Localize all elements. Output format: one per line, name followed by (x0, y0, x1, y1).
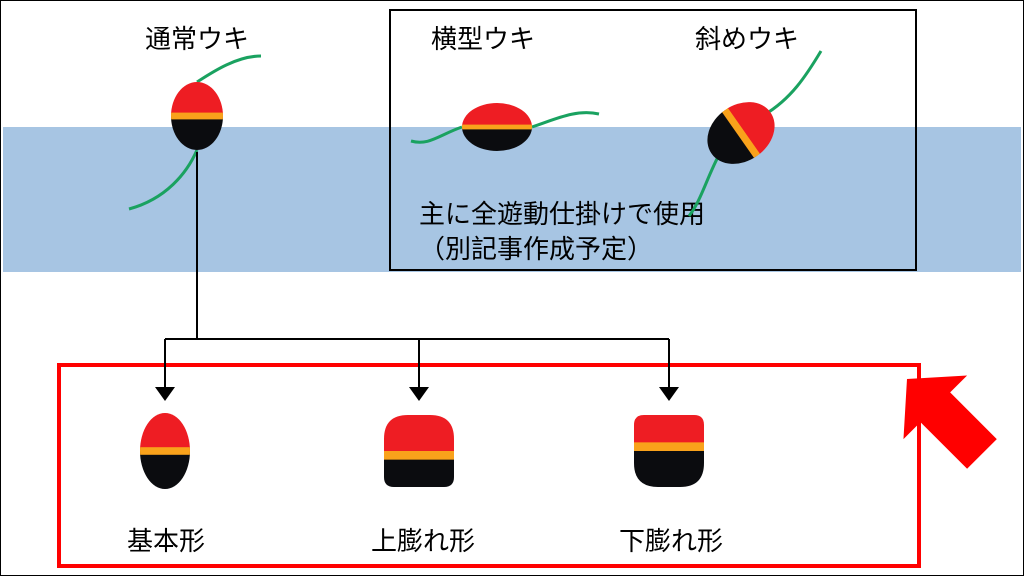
shape-upper-bulge-bottom (384, 455, 454, 487)
shape-lower-bulge-bottom (634, 447, 704, 487)
shape-upper-bulge-top (384, 415, 454, 455)
connector-arrowhead-2 (659, 387, 679, 401)
float-normal (171, 82, 223, 150)
float-horizontal-line-top (532, 113, 599, 127)
float-horizontal (462, 103, 532, 151)
float-normal-line-bottom (129, 150, 197, 209)
shape-basic (140, 413, 190, 489)
connector-arrowhead-0 (155, 387, 175, 401)
shape-lower-bulge-stripe (634, 442, 704, 451)
float-diagonal (695, 89, 786, 176)
float-horizontal-line-bottom (411, 127, 462, 142)
float-diagonal-line-bottom (689, 153, 720, 216)
float-normal-line-top (197, 56, 261, 82)
diagram-stage: 通常ウキ 横型ウキ 斜めウキ 基本形 上膨れ形 下膨れ形 主に全遊動仕掛けで使用… (0, 0, 1024, 576)
float-diagonal-line-top (764, 51, 821, 115)
big-red-arrow (875, 347, 1014, 486)
connector-arrowhead-1 (409, 387, 429, 401)
shape-lower-bulge-top (634, 415, 704, 447)
svg-layer (1, 1, 1024, 577)
shape-upper-bulge-stripe (384, 451, 454, 460)
